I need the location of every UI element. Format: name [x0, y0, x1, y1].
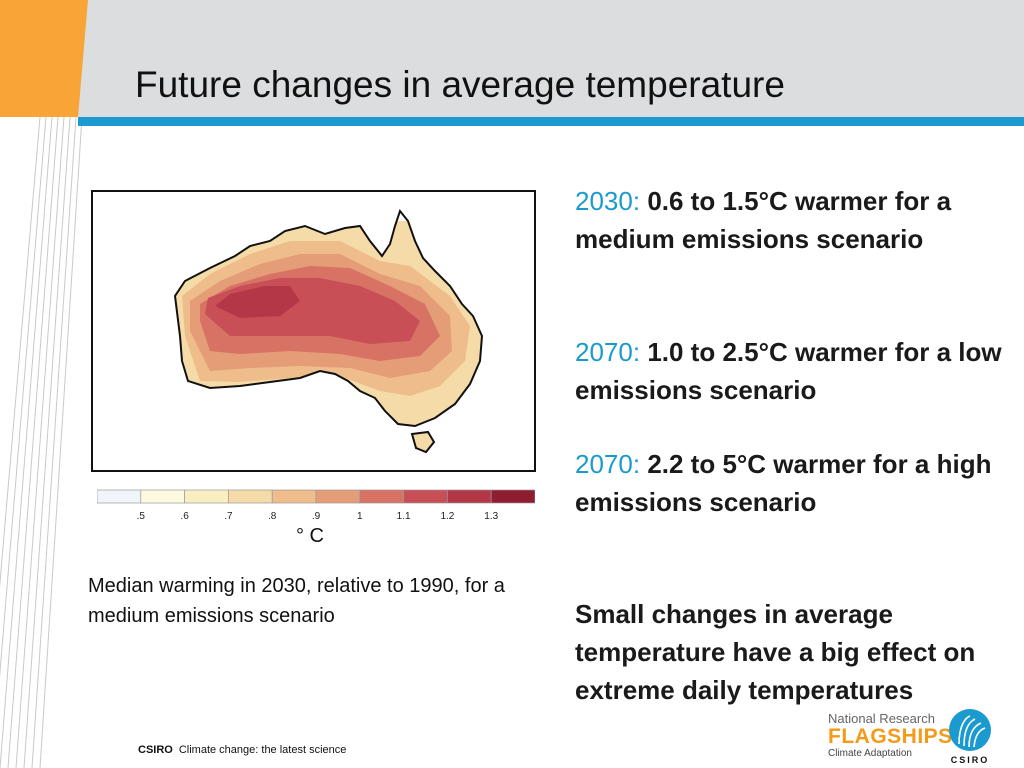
- legend-tick-label: 1.2: [440, 511, 454, 522]
- legend-tick-label: 1.3: [484, 511, 498, 522]
- legend-swatch: [403, 489, 448, 504]
- unit-label: ° C: [296, 525, 324, 547]
- stat-text: 1.0 to 2.5°C warmer for a low emissions …: [575, 337, 1002, 405]
- legend-swatch: [315, 489, 361, 504]
- legend-swatch: [271, 489, 317, 504]
- stat-year: 2070:: [575, 337, 641, 367]
- csiro-wordmark: CSIRO: [951, 755, 990, 765]
- stat-year: 2070:: [575, 449, 641, 479]
- legend-swatch: [447, 489, 492, 504]
- legend-tick-label: .9: [312, 511, 321, 522]
- stat-2070-low: 2070: 1.0 to 2.5°C warmer for a low emis…: [575, 333, 1015, 409]
- figure-caption: Median warming in 2030, relative to 1990…: [88, 575, 505, 627]
- tasmania: [410, 430, 436, 454]
- legend-swatch: [359, 489, 404, 504]
- national-research-flagships-logo: National Research FLAGSHIPS Climate Adap…: [828, 711, 953, 760]
- csiro-logo-icon: CSIRO: [949, 709, 991, 765]
- legend-swatch: [184, 489, 229, 504]
- header-band: [0, 0, 1024, 117]
- legend-tick-label: .5: [137, 511, 146, 522]
- stat-2030-medium: 2030: 0.6 to 1.5°C warmer for a medium e…: [575, 182, 1015, 258]
- legend-swatch: [140, 489, 185, 504]
- legend-swatch: [490, 489, 535, 504]
- australia-coastline: [173, 208, 484, 428]
- header-underline: [78, 117, 1024, 126]
- legend-tick-label: .8: [268, 511, 277, 522]
- stat-text: 0.6 to 1.5°C warmer for a medium emissio…: [575, 186, 952, 254]
- australia-warming-map: [90, 186, 538, 476]
- flagship-line-1: National Research: [828, 711, 935, 726]
- legend-tick-label: .7: [224, 511, 233, 522]
- color-scale-legend: .5 .6 .7 .8 .9 1 1.1 1.2 1.3: [97, 489, 535, 522]
- footer-brand: CSIRO: [138, 744, 173, 756]
- summary-statement: Small changes in average temperature hav…: [575, 599, 976, 705]
- legend-swatch: [228, 489, 273, 504]
- orange-corner-block: [0, 0, 88, 117]
- decorative-side-lines: [0, 0, 88, 768]
- stat-text: 2.2 to 5°C warmer for a high emissions s…: [575, 449, 992, 517]
- slide-title: Future changes in average temperature: [135, 64, 785, 105]
- footer-text: Climate change: the latest science: [178, 744, 347, 756]
- legend-tick-label: 1.1: [397, 511, 411, 522]
- stat-2070-high: 2070: 2.2 to 5°C warmer for a high emiss…: [575, 445, 1015, 521]
- flagship-line-2: FLAGSHIPS: [828, 725, 953, 748]
- footer: CSIRO Climate change: the latest science: [138, 744, 346, 756]
- legend-tick-label: .6: [180, 511, 189, 522]
- legend-tick-label: 1: [357, 511, 363, 522]
- stat-year: 2030:: [575, 186, 641, 216]
- legend-swatch: [97, 489, 142, 504]
- flagship-line-3: Climate Adaptation: [828, 748, 912, 759]
